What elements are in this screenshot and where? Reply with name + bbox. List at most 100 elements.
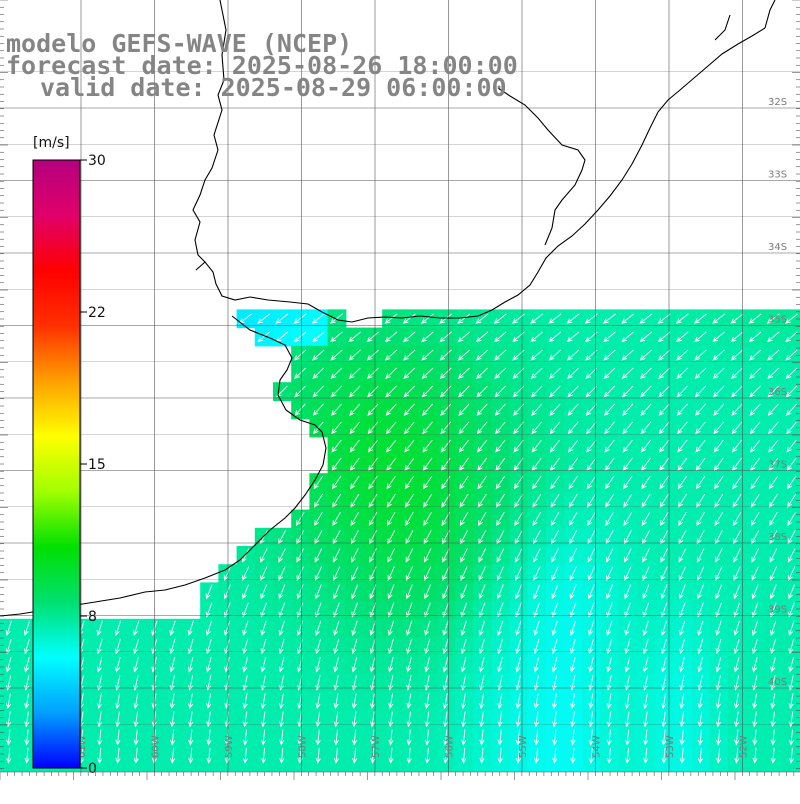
wind-arrow <box>278 584 286 600</box>
wind-arrow <box>424 656 431 673</box>
wind-arrow <box>349 403 361 416</box>
wind-arrow <box>424 729 430 746</box>
wind-arrow <box>606 638 613 655</box>
wind-arrow <box>297 693 303 710</box>
wind-arrow <box>588 656 594 673</box>
wind-arrow <box>331 475 342 490</box>
wind-arrow <box>24 693 30 710</box>
wind-arrow <box>678 530 687 545</box>
wind-arrow <box>187 656 194 673</box>
speed-cell <box>473 764 492 772</box>
speed-cell <box>163 764 183 772</box>
wind-arrow <box>133 711 139 728</box>
wind-arrow <box>621 313 635 324</box>
wind-arrow <box>624 675 630 691</box>
wind-arrow <box>533 711 539 728</box>
wind-arrow <box>387 566 395 582</box>
wind-arrow <box>479 711 485 728</box>
wind-arrow <box>731 385 743 398</box>
lagoon-merin <box>497 87 586 246</box>
wind-arrow <box>697 675 703 691</box>
wind-arrow <box>96 620 103 636</box>
wind-arrow <box>624 620 631 636</box>
wind-arrow <box>696 530 705 545</box>
wind-arrow <box>587 584 595 600</box>
wind-arrow <box>697 602 704 618</box>
wind-arrow <box>569 620 577 636</box>
wind-arrow <box>733 584 741 600</box>
wind-arrow <box>566 331 580 343</box>
wind-arrow <box>405 602 413 618</box>
wind-arrow <box>786 475 797 490</box>
wind-arrow <box>406 656 412 673</box>
wind-arrow <box>169 693 175 710</box>
wind-arrow <box>624 566 632 582</box>
wind-arrow <box>569 638 576 655</box>
wind-arrow <box>6 729 12 746</box>
wind-arrow <box>333 620 340 636</box>
wind-arrow <box>695 439 706 453</box>
wind-arrow <box>405 566 414 582</box>
wind-arrow <box>479 729 485 746</box>
wind-arrow <box>604 439 615 453</box>
wind-arrow <box>424 638 431 655</box>
colorbar-unit: [m/s] <box>33 135 70 151</box>
wind-arrow <box>206 656 212 673</box>
wind-arrow <box>439 349 452 361</box>
grid-labels: 32S 33S 34S 35S 36S 37S 38S 39S 40S 61W 60W 59W 58W 5… <box>77 97 787 758</box>
wind-arrow <box>676 385 689 398</box>
wind-arrow <box>96 638 103 655</box>
wind-arrow <box>313 421 324 435</box>
wind-arrow <box>657 331 671 343</box>
wind-arrow <box>642 620 649 636</box>
wind-arrow <box>530 349 543 361</box>
wind-arrow <box>460 530 468 545</box>
speed-cell <box>291 764 310 772</box>
wind-arrow <box>278 656 285 673</box>
wind-arrow <box>315 729 321 746</box>
wind-arrow <box>676 349 689 361</box>
wind-arrow <box>23 620 31 636</box>
wind-arrow <box>530 313 544 324</box>
wind-arrow <box>586 439 597 453</box>
wind-arrow <box>770 747 776 764</box>
wind-arrow <box>770 656 776 673</box>
wind-arrow <box>330 331 343 343</box>
wind-arrow <box>623 530 632 545</box>
wind-arrow <box>333 584 340 600</box>
wind-arrow <box>351 656 358 673</box>
wind-arrow <box>279 711 285 728</box>
wind-arrow <box>169 656 176 673</box>
parallel-label: 34S <box>768 242 787 253</box>
wind-arrow <box>24 729 30 746</box>
wind-arrow <box>533 638 540 655</box>
wind-arrow <box>712 385 725 398</box>
wind-arrow <box>188 729 194 746</box>
wind-arrow <box>260 566 268 582</box>
wind-arrow <box>386 511 396 527</box>
wind-arrow <box>312 403 324 416</box>
wind-arrow <box>606 711 612 728</box>
wind-arrow <box>768 421 779 435</box>
wind-arrow <box>660 566 668 582</box>
wind-arrow <box>495 439 506 453</box>
speed-cell <box>600 764 620 772</box>
wind-arrow <box>296 584 304 600</box>
wind-arrow <box>770 729 776 746</box>
wind-arrow <box>551 584 559 600</box>
wind-arrow <box>315 638 322 655</box>
wind-arrow <box>769 602 777 618</box>
wind-arrow <box>350 511 360 527</box>
wind-arrow <box>479 693 485 710</box>
speed-cell <box>782 764 800 772</box>
wind-arrow <box>348 349 361 361</box>
wind-arrow <box>402 313 416 324</box>
wind-arrow <box>294 385 306 398</box>
wind-arrow <box>403 385 416 398</box>
wind-arrow <box>477 475 487 490</box>
wind-arrow <box>5 693 12 710</box>
wind-arrow <box>496 602 504 618</box>
speed-cell <box>728 764 747 772</box>
wind-arrow <box>420 313 434 324</box>
